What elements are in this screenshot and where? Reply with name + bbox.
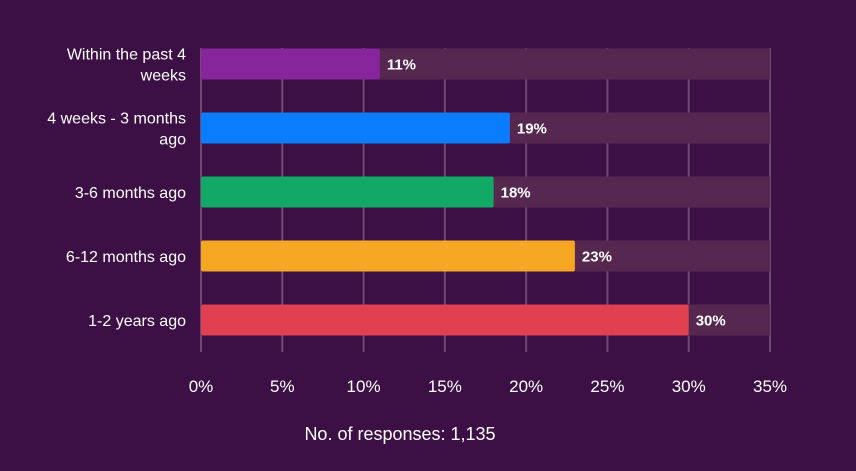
- x-tick-label: 20%: [509, 377, 543, 396]
- x-tick-label: 15%: [428, 377, 462, 396]
- category-label-line: 6-12 months ago: [66, 249, 186, 266]
- x-axis-tick-labels: 0% 5% 10% 15% 20% 25% 30% 35%: [189, 377, 787, 396]
- bar: [201, 304, 689, 336]
- category-label: 1-2 years ago: [88, 313, 186, 330]
- category-labels: Within the past 4 weeks 4 weeks - 3 months…: [47, 47, 186, 331]
- bar-value-label: 18%: [501, 185, 531, 202]
- category-label-line: weeks: [140, 68, 186, 85]
- category-label-line: 4 weeks - 3 months: [47, 111, 186, 128]
- bar-value-label: 23%: [582, 249, 612, 266]
- bar: [201, 240, 575, 272]
- x-tick-label: 0%: [189, 377, 214, 396]
- category-label: 3-6 months ago: [75, 185, 186, 202]
- category-label-line: Within the past 4: [67, 47, 186, 64]
- x-tick-label: 30%: [672, 377, 706, 396]
- category-label: 6-12 months ago: [66, 249, 186, 266]
- x-tick-label: 5%: [270, 377, 295, 396]
- bar: [201, 176, 494, 208]
- bar-value-label: 30%: [696, 313, 726, 330]
- x-tick-label: 35%: [753, 377, 787, 396]
- bar: [201, 112, 510, 144]
- value-labels: 11% 19% 18% 23% 30%: [387, 57, 726, 330]
- category-label-line: 3-6 months ago: [75, 185, 186, 202]
- bars: [201, 48, 689, 336]
- bar-value-label: 19%: [517, 121, 547, 138]
- category-label-line: 1-2 years ago: [88, 313, 186, 330]
- bar-value-label: 11%: [387, 57, 416, 74]
- x-tick-label: 10%: [347, 377, 381, 396]
- category-label: 4 weeks - 3 months ago: [47, 111, 186, 149]
- category-label: Within the past 4 weeks: [67, 47, 186, 85]
- response-count-footnote: No. of responses: 1,135: [304, 424, 495, 444]
- bar: [201, 48, 380, 80]
- x-tick-label: 25%: [590, 377, 624, 396]
- category-label-line: ago: [159, 132, 186, 149]
